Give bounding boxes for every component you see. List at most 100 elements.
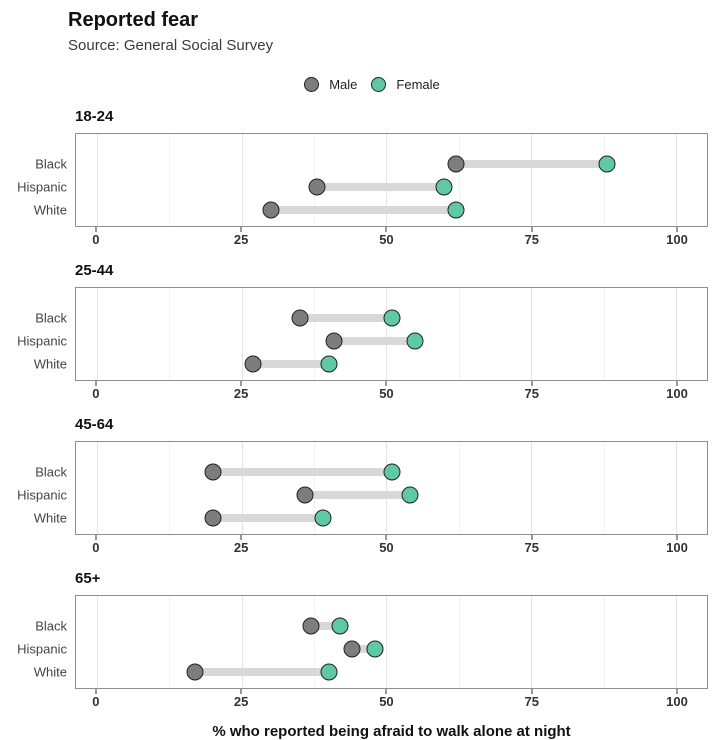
major-gridline xyxy=(676,134,678,226)
male-dot xyxy=(204,509,222,527)
panel-box: Black Hispanic White xyxy=(17,441,708,535)
connector-bar xyxy=(334,337,416,346)
female-dot xyxy=(447,201,465,219)
plot-area: Black Hispanic White 0 25 50 75 100 xyxy=(17,287,708,406)
major-gridline xyxy=(241,596,243,688)
female-dot xyxy=(320,663,338,681)
axis-tick xyxy=(531,535,533,540)
male-dot xyxy=(244,355,262,373)
legend-item-male: Male xyxy=(304,76,357,92)
panel-title: 25-44 xyxy=(75,262,114,279)
female-swatch-icon xyxy=(371,76,387,92)
chart-subtitle: Source: General Social Survey xyxy=(68,37,274,54)
category-label: White xyxy=(33,356,67,372)
female-dot xyxy=(383,309,401,327)
minor-gridline xyxy=(169,442,171,534)
axis-tick-label: 75 xyxy=(524,232,539,247)
minor-gridline xyxy=(314,442,316,534)
axis-tick-label: 100 xyxy=(666,540,688,555)
x-axis: 0 25 50 75 100 xyxy=(75,381,708,406)
male-dot xyxy=(302,617,320,635)
legend-item-female: Female xyxy=(371,76,440,92)
category-label: White xyxy=(33,202,67,218)
female-dot xyxy=(598,155,616,173)
major-gridline xyxy=(96,134,98,226)
female-dot xyxy=(331,617,349,635)
axis-tick xyxy=(95,381,97,386)
connector-bar xyxy=(455,159,607,168)
category-label: Hispanic xyxy=(17,179,67,195)
axis-tick-label: 50 xyxy=(379,232,394,247)
male-dot xyxy=(204,463,222,481)
axis-tick-label: 50 xyxy=(379,540,394,555)
male-dot xyxy=(447,155,465,173)
major-gridline xyxy=(676,596,678,688)
major-gridline xyxy=(676,442,678,534)
panel-title: 65+ xyxy=(75,570,101,587)
major-gridline xyxy=(531,596,533,688)
axis-tick xyxy=(240,227,242,232)
panel: 65+ Black Hispanic White 0 25 50 75 100 xyxy=(0,569,714,714)
minor-gridline xyxy=(603,134,605,226)
minor-gridline xyxy=(314,596,316,688)
female-dot xyxy=(320,355,338,373)
connector-bar xyxy=(253,360,329,369)
major-gridline xyxy=(676,288,678,380)
panel-box: Black Hispanic White xyxy=(17,133,708,227)
axis-tick-label: 0 xyxy=(92,232,100,247)
female-dot xyxy=(435,178,453,196)
axis-tick-label: 0 xyxy=(92,386,100,401)
panel-title: 18-24 xyxy=(75,108,114,125)
legend: Male Female xyxy=(0,73,714,95)
male-dot xyxy=(291,309,309,327)
axis-tick xyxy=(531,227,533,232)
connector-bar xyxy=(305,491,410,500)
axis-tick xyxy=(385,227,387,232)
axis-tick xyxy=(531,689,533,694)
major-gridline xyxy=(531,288,533,380)
axis-tick xyxy=(676,535,678,540)
panel-box: Black Hispanic White xyxy=(17,287,708,381)
panel: 45-64 Black Hispanic White 0 25 50 75 100 xyxy=(0,415,714,560)
axis-tick xyxy=(95,535,97,540)
category-label: White xyxy=(33,510,67,526)
male-dot xyxy=(343,640,361,658)
panel-box: Black Hispanic White xyxy=(17,595,708,689)
axis-tick-label: 50 xyxy=(379,694,394,709)
x-axis-title: % who reported being afraid to walk alon… xyxy=(212,723,571,740)
axis-tick xyxy=(676,689,678,694)
plot-area: Black Hispanic White 0 25 50 75 100 xyxy=(17,441,708,560)
connector-bar xyxy=(212,514,323,523)
axis-tick-label: 75 xyxy=(524,694,539,709)
major-gridline xyxy=(96,442,98,534)
axis-tick xyxy=(531,381,533,386)
panel: 25-44 Black Hispanic White 0 25 50 75 100 xyxy=(0,261,714,406)
minor-gridline xyxy=(458,442,460,534)
axis-tick-label: 100 xyxy=(666,386,688,401)
female-dot xyxy=(406,332,424,350)
axis-tick xyxy=(385,381,387,386)
connector-bar xyxy=(270,206,456,215)
male-dot xyxy=(296,486,314,504)
axis-tick-label: 25 xyxy=(233,232,249,247)
axis-tick xyxy=(676,381,678,386)
category-label: Black xyxy=(35,156,67,172)
x-axis: 0 25 50 75 100 xyxy=(75,227,708,252)
legend-label-female: Female xyxy=(396,76,440,92)
axis-tick xyxy=(95,227,97,232)
chart-title: Reported fear xyxy=(68,9,199,31)
chart-header: Reported fear Source: General Social Sur… xyxy=(0,0,714,58)
axis-tick-label: 100 xyxy=(666,232,688,247)
axis-tick-label: 50 xyxy=(379,386,394,401)
connector-bar xyxy=(316,183,445,192)
major-gridline xyxy=(241,442,243,534)
minor-gridline xyxy=(169,596,171,688)
minor-gridline xyxy=(603,442,605,534)
axis-tick xyxy=(95,689,97,694)
female-dot xyxy=(401,486,419,504)
minor-gridline xyxy=(314,288,316,380)
minor-gridline xyxy=(458,596,460,688)
plot-area: Black Hispanic White 0 25 50 75 100 xyxy=(17,133,708,252)
connector-bar xyxy=(212,467,393,476)
axis-tick-label: 75 xyxy=(524,386,539,401)
